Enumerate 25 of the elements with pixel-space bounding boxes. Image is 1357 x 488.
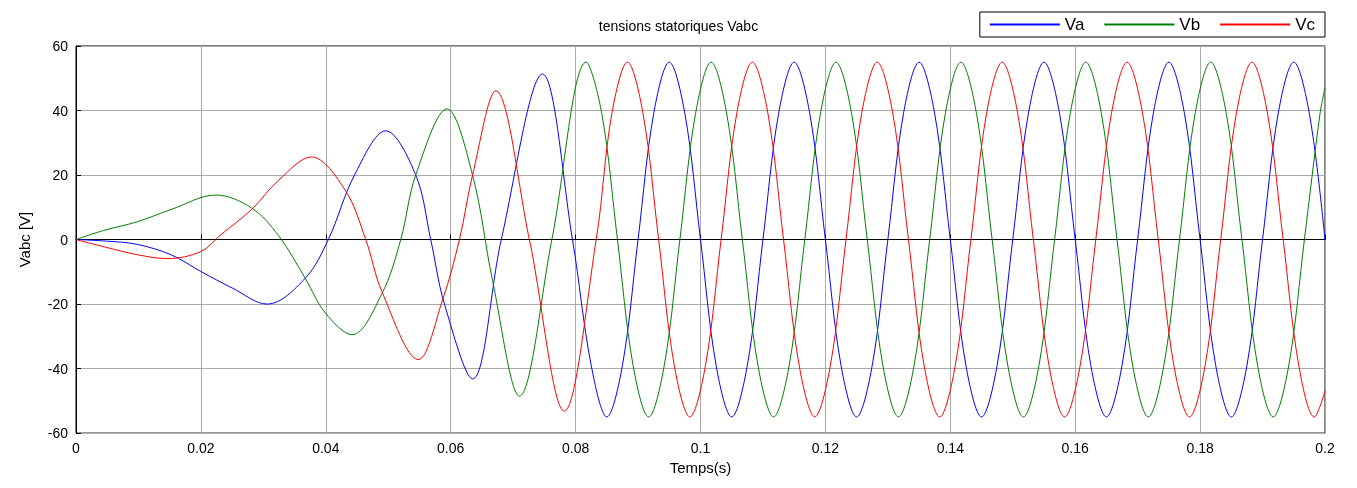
x-tick-label: 0.14 <box>936 440 965 457</box>
legend-label: Va <box>1064 15 1085 34</box>
legend-label: Vc <box>1295 15 1316 34</box>
x-tick-label: 0.1 <box>690 440 711 457</box>
y-tick-label: 20 <box>52 167 69 184</box>
y-tick-label: -40 <box>47 360 69 377</box>
x-tick-label: 0.04 <box>312 440 340 457</box>
y-tick-label: 60 <box>52 38 69 54</box>
x-tick-label: 0.16 <box>1061 440 1090 457</box>
chart-title: tensions statoriques Vabc <box>598 18 759 34</box>
x-tick-label: 0.06 <box>437 440 465 457</box>
x-tick-label: 0.12 <box>811 440 840 457</box>
line-series <box>75 61 1326 418</box>
y-axis-title: Vabc [V] <box>16 211 33 268</box>
x-tick-label: 0.08 <box>561 440 590 457</box>
y-tick-label: 0 <box>60 231 69 248</box>
y-tick-label: -20 <box>47 296 69 313</box>
y-tick-label: 40 <box>52 102 69 119</box>
legend-label: Vb <box>1179 15 1201 34</box>
x-tick-label: 0 <box>72 440 81 457</box>
x-axis-title: Temps(s) <box>669 459 732 476</box>
x-tick-label: 0.18 <box>1186 440 1214 457</box>
y-tick-label: -60 <box>47 425 69 442</box>
x-tick-label: 0.2 <box>1315 440 1335 457</box>
x-tick-label: 0.02 <box>187 440 215 457</box>
